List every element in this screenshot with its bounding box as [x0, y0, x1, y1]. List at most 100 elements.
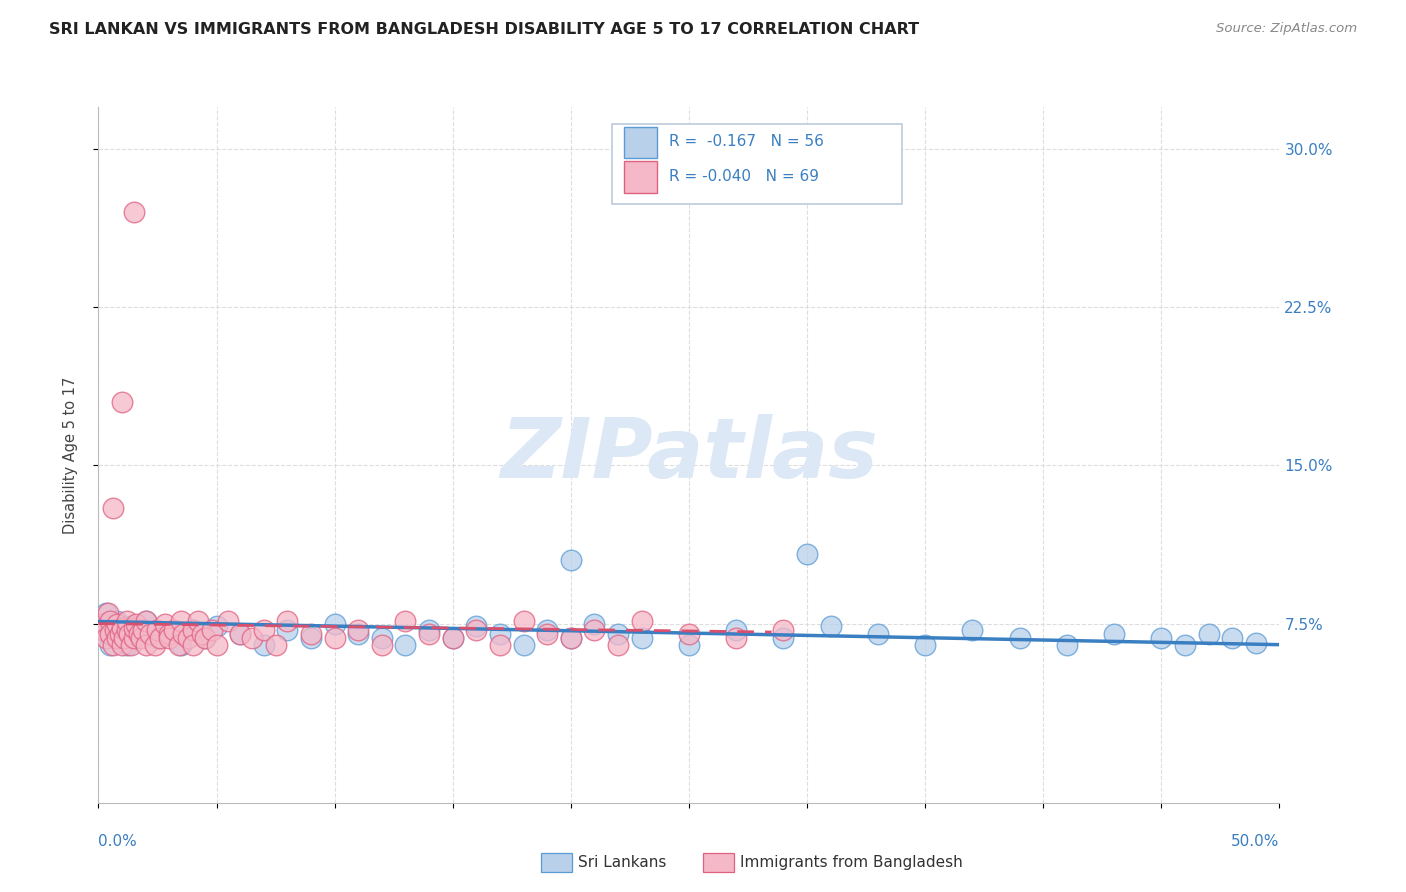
Point	[264, 638, 287, 652]
Point	[418, 627, 440, 641]
Point	[201, 623, 224, 637]
Point	[217, 615, 239, 629]
Point	[772, 632, 794, 646]
Text: Sri Lankans: Sri Lankans	[578, 855, 666, 870]
Point	[146, 632, 169, 646]
Point	[1174, 638, 1197, 652]
Point	[135, 615, 157, 629]
Point	[607, 638, 630, 652]
Text: SRI LANKAN VS IMMIGRANTS FROM BANGLADESH DISABILITY AGE 5 TO 17 CORRELATION CHAR: SRI LANKAN VS IMMIGRANTS FROM BANGLADESH…	[49, 22, 920, 37]
Point	[205, 618, 228, 632]
Point	[630, 615, 652, 629]
Point	[191, 627, 214, 641]
Text: R = -0.040   N = 69: R = -0.040 N = 69	[669, 169, 818, 184]
Point	[91, 623, 114, 637]
Point	[157, 632, 180, 646]
Point	[121, 638, 143, 652]
Point	[122, 632, 145, 646]
Point	[187, 615, 209, 629]
Point	[170, 615, 193, 629]
Point	[276, 615, 298, 629]
Point	[347, 623, 370, 637]
Point	[583, 623, 606, 637]
Point	[1244, 635, 1267, 649]
Text: R =  -0.167   N = 56: R = -0.167 N = 56	[669, 135, 824, 149]
Point	[560, 553, 582, 567]
Point	[253, 623, 276, 637]
Point	[177, 632, 200, 646]
Point	[157, 627, 180, 641]
Point	[772, 623, 794, 637]
Y-axis label: Disability Age 5 to 17: Disability Age 5 to 17	[63, 376, 77, 533]
Point	[323, 616, 346, 631]
Point	[139, 627, 162, 641]
Point	[1056, 638, 1078, 652]
Point	[820, 618, 842, 632]
Point	[146, 623, 169, 637]
Point	[122, 205, 145, 219]
Point	[157, 627, 180, 641]
Point	[104, 623, 127, 637]
Point	[1150, 632, 1173, 646]
Point	[205, 638, 228, 652]
Point	[394, 615, 416, 629]
Point	[94, 606, 117, 620]
Point	[90, 616, 112, 631]
Point	[536, 623, 558, 637]
Text: Source: ZipAtlas.com: Source: ZipAtlas.com	[1216, 22, 1357, 36]
Point	[725, 623, 748, 637]
Point	[194, 632, 217, 646]
Point	[181, 623, 204, 637]
Text: ZIPatlas: ZIPatlas	[501, 415, 877, 495]
Point	[607, 627, 630, 641]
Point	[1102, 627, 1125, 641]
Point	[105, 632, 128, 646]
Point	[101, 638, 124, 652]
Point	[489, 638, 512, 652]
Point	[132, 623, 155, 637]
Point	[240, 632, 263, 646]
Point	[111, 638, 134, 652]
Point	[121, 618, 143, 632]
Point	[536, 627, 558, 641]
Point	[229, 627, 252, 641]
Point	[111, 632, 134, 646]
Point	[914, 638, 936, 652]
Point	[1220, 632, 1243, 646]
Point	[170, 638, 193, 652]
Point	[347, 627, 370, 641]
Text: Immigrants from Bangladesh: Immigrants from Bangladesh	[740, 855, 962, 870]
Point	[512, 638, 534, 652]
Point	[101, 500, 124, 515]
Point	[560, 632, 582, 646]
Point	[962, 623, 984, 637]
Point	[97, 627, 120, 641]
Point	[149, 632, 172, 646]
Point	[465, 618, 488, 632]
Point	[111, 395, 134, 409]
Point	[441, 632, 464, 646]
Point	[796, 547, 818, 561]
Point	[394, 638, 416, 652]
Point	[98, 615, 121, 629]
Point	[125, 616, 148, 631]
FancyBboxPatch shape	[624, 127, 657, 158]
Point	[118, 627, 141, 641]
Point	[253, 638, 276, 652]
Point	[128, 627, 150, 641]
Point	[101, 623, 124, 637]
Point	[125, 629, 148, 643]
Point	[98, 638, 121, 652]
Point	[465, 623, 488, 637]
Point	[112, 625, 135, 640]
Point	[108, 627, 131, 641]
Point	[1198, 627, 1220, 641]
Text: 0.0%: 0.0%	[98, 834, 138, 849]
Point	[512, 615, 534, 629]
Point	[104, 632, 127, 646]
Point	[630, 632, 652, 646]
Point	[181, 623, 204, 637]
Point	[135, 638, 157, 652]
Point	[172, 627, 194, 641]
Point	[115, 615, 138, 629]
